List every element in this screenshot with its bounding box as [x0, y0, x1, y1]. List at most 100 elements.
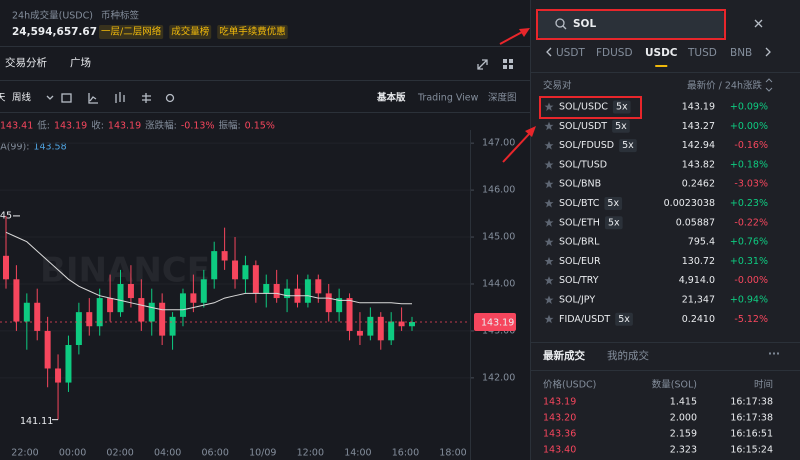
bar-type-icon[interactable]	[61, 93, 72, 103]
stat: 143.19	[54, 121, 87, 132]
star-icon[interactable]	[544, 295, 554, 305]
candle-icon[interactable]	[115, 92, 125, 103]
candle-body	[148, 302, 155, 322]
column-header: 最新价 / 24h涨跌	[687, 80, 762, 92]
x-tick-label: 14:00	[344, 448, 371, 459]
y-tick-label: 146.00	[482, 185, 515, 196]
more-icon[interactable]: ···	[768, 348, 780, 360]
x-tick-label: 16:00	[392, 448, 419, 459]
scroll-left[interactable]	[546, 47, 552, 57]
pair[interactable]: SOL/BTC	[559, 198, 600, 209]
period[interactable]: 周线	[12, 92, 32, 104]
tab[interactable]: 广场	[70, 56, 91, 69]
trade-tab[interactable]: 我的成交	[607, 349, 649, 362]
quote-tab[interactable]: BNB	[730, 47, 752, 59]
dropdown-icon[interactable]	[46, 95, 54, 100]
search-icon	[555, 18, 565, 28]
y-tick-label: 145.00	[482, 232, 515, 243]
candle-body	[96, 298, 103, 327]
star-icon[interactable]	[544, 199, 554, 208]
price: 4,914.0	[679, 275, 715, 286]
quote-tab[interactable]: FDUSD	[596, 47, 633, 59]
candle-body	[190, 293, 197, 303]
price: 0.05887	[676, 217, 715, 228]
star-icon[interactable]	[544, 179, 554, 189]
star-icon[interactable]	[544, 102, 554, 112]
pair[interactable]: FIDA/USDT	[559, 314, 610, 325]
change: -5.12%	[734, 314, 768, 325]
candle-body	[263, 283, 270, 294]
column-header: 数量(SOL)	[652, 379, 697, 391]
indicator-icon[interactable]	[88, 93, 98, 104]
grid-icon[interactable]	[503, 59, 513, 69]
change: +0.18%	[730, 159, 768, 170]
high-marker: 145.45	[0, 210, 12, 221]
quote-tab[interactable]: USDT	[556, 47, 585, 59]
star-icon[interactable]	[544, 218, 554, 227]
chart-mode[interactable]: 深度图	[488, 92, 517, 104]
star-icon[interactable]	[544, 141, 554, 150]
pair[interactable]: SOL/ETH	[559, 217, 600, 228]
chart-mode[interactable]: Trading View	[417, 93, 479, 104]
change: +0.23%	[730, 198, 768, 209]
price-tag	[474, 313, 516, 332]
trade-price: 143.20	[543, 413, 576, 424]
pair[interactable]: SOL/USDT	[559, 121, 607, 132]
leverage-badge	[612, 119, 630, 133]
trade-price: 143.19	[543, 397, 576, 408]
expand-icon[interactable]	[477, 59, 488, 70]
quote-tab[interactable]: USDC	[645, 47, 678, 59]
toolbar-icons[interactable]	[46, 92, 175, 104]
pair[interactable]: SOL/BRL	[559, 237, 600, 248]
candle-body	[273, 283, 280, 299]
stat: 低:	[37, 120, 50, 132]
star-icon[interactable]	[544, 237, 554, 247]
candle-body	[13, 279, 20, 322]
clear-icon[interactable]	[754, 19, 763, 28]
x-tick-label: 12:00	[297, 448, 324, 459]
star-icon[interactable]	[544, 160, 554, 169]
search-input[interactable]: SOL	[573, 18, 596, 30]
leverage-badge	[612, 100, 631, 114]
trade-time: 16:15:24	[730, 445, 773, 456]
tab[interactable]: 交易分析	[5, 56, 47, 69]
settings-icon[interactable]	[165, 93, 175, 103]
search-box[interactable]	[538, 11, 724, 38]
candle-body	[34, 302, 41, 331]
moving-average	[5, 231, 412, 311]
star-icon[interactable]	[544, 256, 554, 266]
x-tick-label: 18:00	[439, 448, 466, 459]
star-icon[interactable]	[544, 121, 554, 131]
change: +0.94%	[730, 295, 768, 306]
pair[interactable]: SOL/EUR	[559, 256, 601, 267]
leverage-badge	[619, 139, 637, 153]
sort-icon[interactable]	[765, 78, 773, 92]
trade-tab[interactable]: 最新成交	[543, 349, 585, 362]
candle-body	[346, 298, 353, 331]
pair[interactable]: SOL/TUSD	[559, 159, 607, 170]
pair[interactable]: SOL/BNB	[559, 179, 601, 190]
y-tick-label: 147.00	[482, 138, 515, 149]
candle-body	[86, 312, 93, 327]
pair[interactable]: SOL/USDC	[559, 102, 608, 113]
volume: 24,594,657.67	[12, 26, 97, 38]
tag-bg	[99, 25, 164, 39]
quote-tab[interactable]: TUSD	[687, 47, 717, 59]
pair[interactable]: SOL/JPY	[559, 295, 595, 306]
pair[interactable]: SOL/TRY	[559, 275, 599, 286]
star-icon[interactable]	[544, 314, 554, 324]
tools-icon[interactable]	[142, 93, 151, 103]
stat: 涨跌幅:	[145, 120, 177, 132]
volume-label: 24h成交量(USDC)	[12, 10, 93, 22]
star-icon[interactable]	[544, 276, 554, 285]
tags-label: 币种标签	[101, 10, 140, 22]
chart-mode[interactable]: 基本版	[376, 92, 406, 104]
scroll-right[interactable]	[765, 47, 771, 57]
tag: 成交量榜	[171, 26, 209, 38]
candle-body	[169, 316, 176, 336]
pair[interactable]: SOL/FDUSD	[559, 140, 614, 151]
candle-body	[179, 293, 186, 317]
x-tick-label: 04:00	[154, 448, 181, 459]
